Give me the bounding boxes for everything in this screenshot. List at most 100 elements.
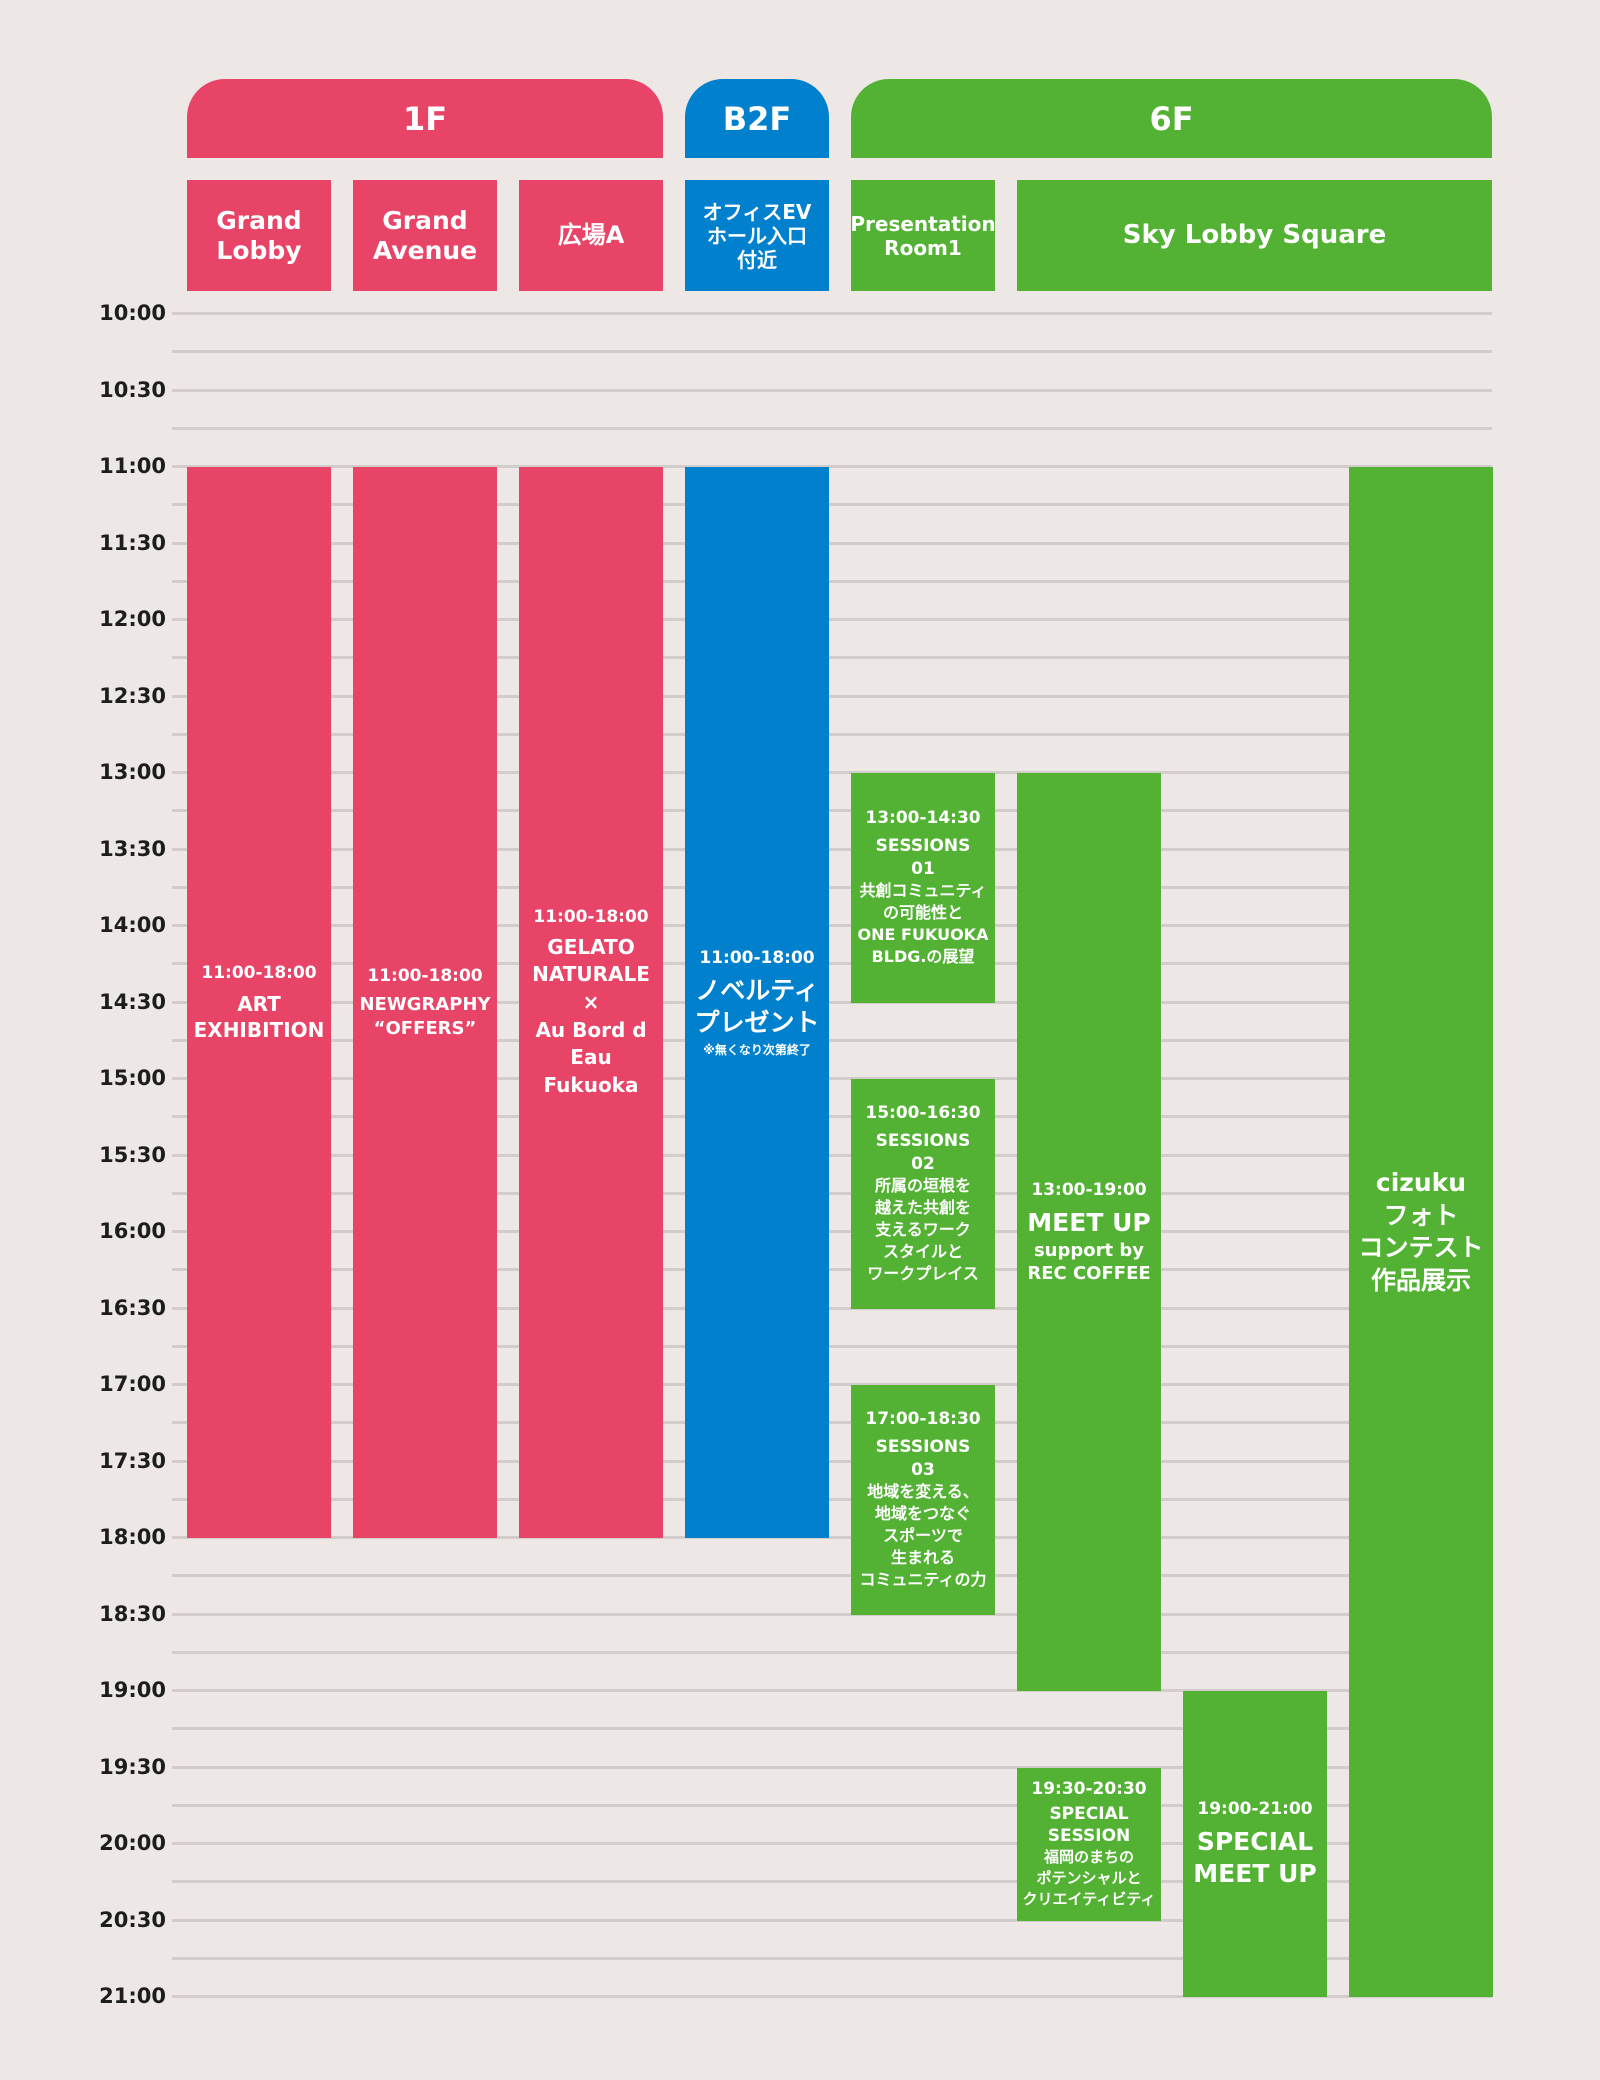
- time-label: 17:30: [99, 1448, 166, 1473]
- event-cizuku-photo-contest[interactable]: cizuku フォト コンテスト 作品展示: [1349, 467, 1493, 1997]
- hour-gridline: [172, 618, 1492, 621]
- hour-gridline: [172, 312, 1492, 315]
- event-time: 17:00-18:30: [865, 1409, 981, 1430]
- event-time: 19:00-21:00: [1197, 1798, 1313, 1819]
- event-time: 13:00-14:30: [865, 808, 981, 829]
- event-topic: 所属の垣根を 越えた共創を 支えるワーク スタイルと ワークプレイス: [867, 1176, 979, 1284]
- event-newgraphy[interactable]: 11:00-18:00 NEWGRAPHY “OFFERS”: [353, 467, 497, 1538]
- floor-header-1f: 1F: [187, 79, 663, 158]
- time-label: 11:00: [99, 454, 166, 478]
- floor-label: 1F: [402, 99, 448, 138]
- hour-gridline: [172, 1765, 1492, 1769]
- room-hiroba-a: 広場A: [519, 180, 663, 291]
- hour-gridline: [172, 1153, 1492, 1157]
- event-title: SESSIONS 03: [875, 1437, 971, 1480]
- event-title: ART EXHIBITION: [193, 991, 325, 1042]
- half-hour-gridline: [172, 1344, 1492, 1348]
- half-hour-gridline: [172, 1880, 1492, 1884]
- room-presentation-room1: Presentation Room1: [850, 180, 996, 291]
- event-special-session[interactable]: 19:30-20:30 SPECIAL SESSION 福岡のまちの ポテンシャ…: [1017, 1767, 1161, 1921]
- time-label: 10:00: [99, 301, 166, 325]
- hour-gridline: [172, 465, 1492, 468]
- time-label: 19:00: [99, 1678, 166, 1702]
- time-label: 18:00: [99, 1525, 166, 1549]
- time-label: 20:30: [99, 1907, 166, 1932]
- hour-gridline: [172, 694, 1492, 698]
- event-time: 13:00-19:00: [1031, 1179, 1147, 1200]
- half-hour-gridline: [172, 656, 1492, 660]
- event-topic: 地域を変える、 地域をつなぐ スポーツで 生まれる コミュニティの力: [859, 1482, 987, 1590]
- time-label: 12:00: [99, 607, 166, 631]
- event-session-02[interactable]: 15:00-16:30 SESSIONS 02 所属の垣根を 越えた共創を 支え…: [851, 1079, 995, 1309]
- hour-gridline: [172, 1077, 1492, 1080]
- event-note: ※無くなり次第終了: [703, 1042, 811, 1057]
- floor-header-b2f: B2F: [685, 79, 829, 158]
- event-title: SESSIONS 01: [875, 836, 971, 879]
- half-hour-gridline: [172, 503, 1492, 507]
- floor-header-6f: 6F: [851, 79, 1492, 158]
- time-label: 16:30: [99, 1295, 166, 1320]
- half-hour-gridline: [172, 1421, 1492, 1425]
- event-time: 15:00-16:30: [865, 1103, 981, 1124]
- event-novelty[interactable]: 11:00-18:00 ノベルティ プレゼント ※無くなり次第終了: [685, 467, 829, 1538]
- half-hour-gridline: [172, 809, 1492, 813]
- half-hour-gridline: [172, 1268, 1492, 1272]
- time-label: 15:00: [99, 1066, 166, 1090]
- hour-gridline: [172, 1612, 1492, 1616]
- half-hour-gridline: [172, 579, 1492, 583]
- floor-label: 6F: [1149, 99, 1194, 138]
- event-gelato[interactable]: 11:00-18:00 GELATO NATURALE × Au Bord d …: [519, 467, 663, 1538]
- event-time: 11:00-18:00: [699, 947, 815, 968]
- half-hour-gridline: [172, 1650, 1492, 1654]
- half-hour-gridline: [172, 1497, 1492, 1501]
- hour-gridline: [172, 771, 1492, 774]
- hour-gridline: [172, 541, 1492, 545]
- event-art-exhibition[interactable]: 11:00-18:00 ART EXHIBITION: [187, 467, 331, 1538]
- time-label: 19:30: [99, 1754, 166, 1779]
- half-hour-gridline: [172, 426, 1492, 430]
- time-label: 17:00: [99, 1372, 166, 1396]
- time-label: 12:30: [99, 683, 166, 708]
- half-hour-gridline: [172, 350, 1492, 354]
- hour-gridline: [172, 847, 1492, 851]
- time-label: 21:00: [99, 1984, 166, 2008]
- hour-gridline: [172, 1000, 1492, 1004]
- time-label: 15:30: [99, 1142, 166, 1167]
- half-hour-gridline: [172, 1574, 1492, 1578]
- hour-gridline: [172, 1995, 1492, 1998]
- time-label: 13:30: [99, 836, 166, 861]
- hour-gridline: [172, 1459, 1492, 1463]
- event-title: SESSIONS 02: [875, 1131, 971, 1174]
- event-title: NEWGRAPHY “OFFERS”: [359, 994, 491, 1039]
- event-topic: 福岡のまちの ポテンシャルと クリエイティビティ: [1022, 1848, 1156, 1908]
- event-session-01[interactable]: 13:00-14:30 SESSIONS 01 共創コミュニティ の可能性と O…: [851, 773, 995, 1003]
- event-session-03[interactable]: 17:00-18:30 SESSIONS 03 地域を変える、 地域をつなぐ ス…: [851, 1385, 995, 1615]
- time-label: 11:30: [99, 530, 166, 555]
- time-label: 20:00: [99, 1831, 166, 1855]
- half-hour-gridline: [172, 962, 1492, 966]
- event-title: GELATO NATURALE × Au Bord d Eau Fukuoka: [532, 934, 650, 1097]
- hour-gridline: [172, 924, 1492, 927]
- event-time: 11:00-18:00: [367, 966, 483, 987]
- room-grand-avenue: Grand Avenue: [353, 180, 497, 291]
- event-time: 19:30-20:30: [1031, 1779, 1147, 1800]
- time-label: 13:00: [99, 760, 166, 784]
- event-title: cizuku フォト コンテスト 作品展示: [1358, 1168, 1484, 1295]
- event-meetup[interactable]: 13:00-19:00 MEET UP support by REC COFFE…: [1017, 773, 1161, 1691]
- half-hour-gridline: [172, 1956, 1492, 1960]
- half-hour-gridline: [172, 1727, 1492, 1731]
- event-time: 11:00-18:00: [533, 906, 649, 927]
- half-hour-gridline: [172, 732, 1492, 736]
- event-title: MEET UP: [1027, 1207, 1151, 1237]
- half-hour-gridline: [172, 1191, 1492, 1195]
- half-hour-gridline: [172, 1803, 1492, 1807]
- time-label: 10:30: [99, 377, 166, 402]
- room-office-ev-hall: オフィスEV ホール入口 付近: [685, 180, 829, 291]
- event-title: ノベルティ プレゼント: [694, 975, 820, 1037]
- half-hour-gridline: [172, 885, 1492, 889]
- event-title: SPECIAL MEET UP: [1193, 1827, 1317, 1889]
- event-title: SPECIAL SESSION: [1047, 1803, 1131, 1847]
- time-label: 18:30: [99, 1601, 166, 1626]
- event-sub: support by REC COFFEE: [1027, 1239, 1151, 1285]
- event-special-meetup[interactable]: 19:00-21:00 SPECIAL MEET UP: [1183, 1691, 1327, 1997]
